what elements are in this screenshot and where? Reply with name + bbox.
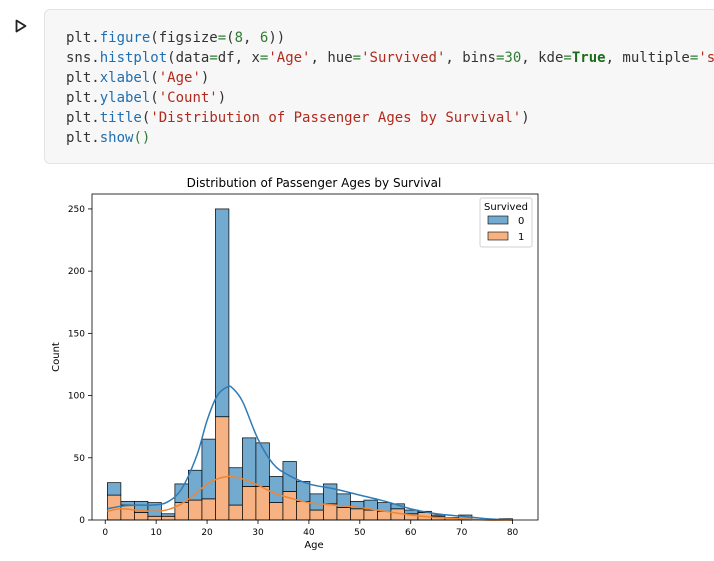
legend-swatch-1 — [487, 231, 509, 241]
x-tick-label: 40 — [303, 528, 315, 538]
x-tick-label: 80 — [507, 528, 519, 538]
y-tick-label: 150 — [68, 329, 85, 339]
bar-survived-0 — [174, 483, 189, 503]
code-line[interactable]: sns.histplot(data=df, x='Age', hue='Surv… — [66, 50, 714, 66]
y-tick-label: 200 — [68, 267, 85, 277]
histogram-chart: Distribution of Passenger Ages by Surviv… — [51, 176, 539, 551]
bar-survived-1 — [282, 491, 297, 521]
bar-survived-1 — [377, 510, 392, 521]
x-tick-label: 30 — [252, 528, 264, 538]
x-tick-label: 0 — [102, 528, 108, 538]
bar-survived-1 — [242, 486, 257, 521]
x-tick-label: 70 — [456, 528, 468, 538]
code-line[interactable]: plt.xlabel('Age') — [66, 70, 210, 86]
bar-survived-1 — [336, 507, 351, 521]
axes-frame — [91, 193, 539, 521]
legend-label-0: 0 — [518, 216, 524, 227]
bar-survived-1 — [161, 515, 176, 521]
x-tick-label: 60 — [405, 528, 417, 538]
y-tick-label: 0 — [79, 516, 85, 526]
x-axis-label: Age — [304, 540, 323, 551]
x-tick-label: 10 — [150, 528, 162, 538]
bar-survived-1 — [255, 486, 270, 521]
bar-survived-0 — [336, 493, 351, 508]
code-line[interactable]: plt.figure(figsize=(8, 6)) — [66, 30, 286, 46]
x-tick-label: 50 — [354, 528, 366, 538]
bar-survived-1 — [350, 508, 365, 521]
bar-survived-1 — [363, 509, 378, 521]
code-line[interactable]: plt.title('Distribution of Passenger Age… — [66, 110, 530, 126]
legend-swatch-0 — [487, 215, 509, 225]
code-cell[interactable]: plt.figure(figsize=(8, 6)) sns.histplot(d… — [44, 9, 714, 164]
code-editor[interactable]: plt.figure(figsize=(8, 6)) sns.histplot(d… — [66, 28, 714, 148]
legend-label-1: 1 — [518, 232, 524, 243]
kde-line-survived-0 — [107, 385, 513, 521]
code-line[interactable]: plt.ylabel('Count') — [66, 90, 227, 106]
kde-line-survived-1 — [107, 475, 513, 521]
bar-survived-0 — [228, 467, 243, 506]
bar-survived-0 — [309, 493, 324, 511]
bar-survived-0 — [107, 482, 122, 496]
bar-survived-0 — [201, 438, 216, 500]
bar-survived-1 — [201, 498, 216, 521]
bar-survived-1 — [215, 416, 230, 521]
y-tick-label: 50 — [74, 454, 86, 464]
bar-survived-0 — [296, 481, 311, 502]
bar-survived-0 — [161, 513, 176, 517]
bar-survived-0 — [215, 208, 230, 418]
bar-survived-1 — [120, 504, 135, 521]
bar-survived-1 — [147, 515, 162, 521]
legend-title: Survived — [484, 202, 528, 213]
y-tick-label: 250 — [68, 205, 85, 215]
chart-title: Distribution of Passenger Ages by Surviv… — [187, 176, 442, 190]
bar-survived-1 — [228, 504, 243, 521]
legend: Survived 0 1 — [479, 197, 533, 248]
y-tick-label: 100 — [68, 392, 85, 402]
bar-survived-1 — [323, 503, 338, 521]
bar-survived-1 — [269, 502, 284, 521]
run-cell-button[interactable] — [13, 18, 29, 34]
x-tick-label: 20 — [201, 528, 213, 538]
cell-output: Distribution of Passenger Ages by Surviv… — [44, 170, 554, 555]
bar-survived-0 — [431, 514, 446, 517]
bar-survived-0 — [147, 502, 162, 517]
bar-survived-1 — [296, 500, 311, 521]
play-icon — [15, 19, 27, 33]
y-axis-label: Count — [51, 342, 62, 372]
bar-survived-1 — [188, 499, 203, 521]
bar-survived-1 — [134, 512, 149, 521]
bar-survived-0 — [269, 476, 284, 503]
code-line[interactable]: plt.show() — [66, 130, 151, 146]
bar-survived-1 — [309, 509, 324, 521]
bar-survived-0 — [188, 469, 203, 501]
bar-survived-1 — [174, 502, 189, 521]
